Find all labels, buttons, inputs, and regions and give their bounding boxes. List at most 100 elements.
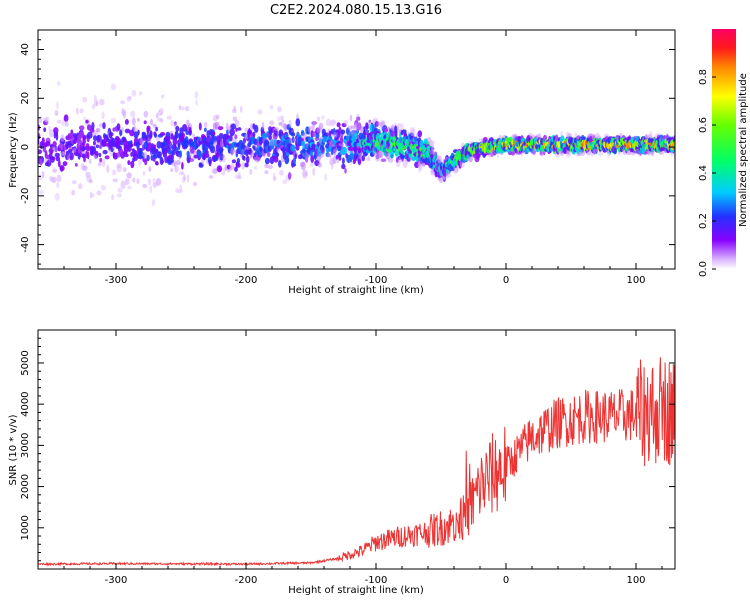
spectrogram-cell	[283, 140, 287, 148]
spectrogram-cell	[141, 151, 148, 157]
spectrogram-cell	[177, 139, 181, 148]
spectrogram-cell	[587, 134, 591, 139]
spectrogram-cell	[146, 125, 151, 132]
spectrogram-cell	[209, 145, 216, 154]
spectrogram-cell	[110, 83, 117, 91]
spectrogram-cell	[264, 170, 269, 175]
spectrogram-cell	[155, 126, 159, 132]
spectrogram-cell	[321, 115, 325, 120]
spectrogram-cell	[231, 159, 236, 164]
spectrogram-cell	[408, 149, 413, 154]
spectrogram-cell	[155, 161, 159, 166]
spectrogram-cell	[178, 105, 182, 111]
snr-panel: -300 -200 -100 0 100 1000 2000 3000 4000 5000 He…	[8, 329, 676, 596]
spectrogram-cell	[55, 156, 61, 162]
colorbar-label: Normalized spectral amplitude	[738, 73, 749, 227]
spectrogram-cell	[274, 127, 279, 131]
y-tick-label: 5000	[20, 350, 31, 375]
spectrogram-cell	[204, 127, 207, 132]
spectrogram-cell	[51, 176, 57, 184]
spectrogram-cell	[252, 145, 256, 150]
spectrogram-cell	[442, 176, 446, 181]
spectrogram-cell	[302, 170, 308, 179]
spectrogram-cell	[62, 161, 68, 167]
spectrogram-cell	[106, 164, 110, 173]
spectrogram-cell	[137, 117, 140, 122]
spectrogram-cell	[78, 125, 85, 131]
spectrogram-cell	[155, 112, 159, 119]
spectrogram-heatmap	[38, 81, 675, 207]
spectrogram-cell	[277, 116, 280, 122]
spectrogram-cell	[186, 174, 190, 183]
spectrogram-cell	[132, 177, 136, 183]
spectrogram-cell	[99, 98, 105, 106]
spectrogram-cell	[98, 152, 102, 158]
spectrogram-cell	[340, 136, 344, 145]
spectrogram-cell	[234, 166, 238, 172]
spectrogram-cell	[380, 158, 387, 162]
spectrogram-cell	[120, 100, 126, 105]
spectrogram-cell	[311, 143, 317, 151]
spectrogram-cell	[309, 150, 314, 157]
spectrogram-cell	[198, 122, 202, 131]
spectrogram-cell	[580, 149, 586, 156]
x-tick-label: 100	[626, 275, 645, 286]
spectrogram-cell	[83, 154, 86, 163]
colorbar-tick-label: 0.2	[698, 213, 709, 229]
y-tick-label: 4000	[20, 391, 31, 416]
spectrogram-cell	[122, 167, 127, 173]
x-tick-label: -300	[105, 575, 128, 586]
spectrogram-cell	[143, 120, 147, 125]
spectrogram-cell	[378, 150, 384, 159]
spectrogram-cell	[143, 110, 149, 118]
spectrogram-cell	[283, 123, 287, 131]
spectrogram-cell	[139, 91, 143, 96]
spectrogram-cell	[340, 129, 346, 135]
spectrogram-cell	[290, 132, 296, 137]
spectrogram-cell	[124, 119, 129, 125]
spectrogram-cell	[63, 114, 69, 122]
colorbar-gradient	[712, 29, 736, 269]
spectrogram-cell	[159, 118, 164, 123]
spectrogram-cell	[266, 151, 271, 157]
spectrogram-cell	[272, 172, 276, 177]
spectrogram-cell	[89, 179, 93, 184]
spectrogram-cell	[179, 150, 182, 158]
spectrogram-cell	[77, 183, 83, 190]
spectrogram-cell	[230, 123, 237, 130]
spectrogram-cell	[159, 107, 164, 115]
spectrogram-cell	[76, 107, 79, 115]
spectrogram-cell	[200, 134, 206, 139]
spectrogram-cell	[375, 156, 381, 162]
spectrogram-cell	[234, 119, 240, 127]
spectrogram-cell	[56, 182, 60, 189]
spectrogram-cell	[219, 148, 224, 154]
x-tick-label: 100	[626, 575, 645, 586]
snr-series-line	[38, 357, 675, 567]
spectrogram-cell	[216, 165, 223, 173]
spectrogram-cell	[152, 148, 159, 153]
spectrogram-y-label: Frequency (Hz)	[8, 112, 19, 188]
spectrogram-cell	[184, 105, 190, 112]
spectrogram-cell	[234, 134, 238, 140]
spectrogram-cell	[390, 154, 394, 159]
spectrogram-cell	[243, 137, 246, 144]
snr-y-ticks: 1000 2000 3000 4000 5000	[20, 329, 675, 562]
spectrogram-cell	[188, 126, 192, 134]
spectrogram-cell	[144, 158, 148, 166]
spectrogram-cell	[555, 134, 559, 143]
spectrogram-cell	[57, 159, 61, 168]
spectrogram-cell	[430, 146, 435, 151]
spectrogram-cell	[69, 152, 74, 161]
spectrogram-cell	[276, 146, 281, 153]
spectrogram-cell	[104, 155, 110, 160]
spectrogram-cell	[333, 132, 338, 138]
spectrogram-cell	[387, 157, 394, 163]
spectrogram-cell	[87, 151, 90, 160]
spectrogram-cell	[417, 130, 422, 138]
spectrogram-cell	[41, 170, 45, 179]
spectrogram-cell	[241, 154, 245, 161]
spectrogram-cell	[228, 134, 233, 142]
spectrogram-cell	[97, 162, 102, 167]
